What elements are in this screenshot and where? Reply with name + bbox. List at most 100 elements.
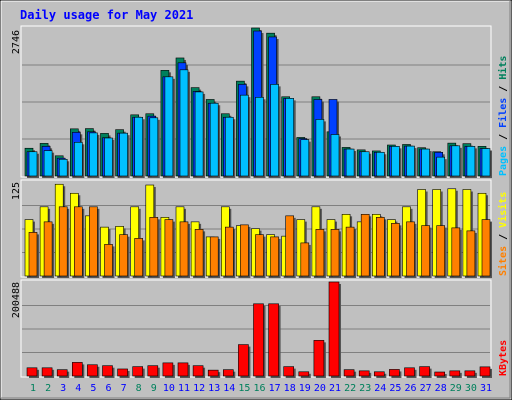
kbytes-bar xyxy=(404,367,415,377)
x-tick-label: 17 xyxy=(269,383,281,394)
x-tick-label: 4 xyxy=(75,383,81,394)
pages-bar xyxy=(209,102,219,177)
x-tick-label: 27 xyxy=(420,383,432,394)
pages-bar xyxy=(436,156,446,177)
sites-bar xyxy=(28,232,38,277)
sites-bar xyxy=(466,230,476,277)
x-tick-label: 8 xyxy=(136,383,142,394)
kbytes-bar xyxy=(358,370,370,377)
sites-bar xyxy=(345,226,355,277)
sites-bar xyxy=(225,226,234,277)
pages-bar xyxy=(74,142,83,177)
sites-bar xyxy=(421,225,430,277)
sites-bar xyxy=(300,242,310,277)
pages-bar xyxy=(300,139,310,177)
visits-legend: Sites / Visits xyxy=(497,192,509,276)
kbytes-bar xyxy=(223,369,234,377)
x-tick-label: 24 xyxy=(374,383,386,394)
x-tick-label: 9 xyxy=(151,383,157,394)
pages-bar xyxy=(360,151,370,177)
sites-bar xyxy=(194,229,204,277)
chart-title: Daily usage for May 2021 xyxy=(20,8,193,22)
sites-bar xyxy=(43,221,53,277)
sites-bar xyxy=(375,217,385,277)
pages-bar xyxy=(225,116,234,177)
sites-bar xyxy=(360,214,370,277)
kbytes-bar xyxy=(283,366,295,377)
sites-bar xyxy=(179,221,189,277)
kbytes-legend: KBytes xyxy=(498,340,509,376)
x-tick-label: 31 xyxy=(480,383,492,394)
kbytes-bar xyxy=(449,370,461,377)
pages-bar xyxy=(285,98,295,177)
sites-bar xyxy=(255,234,264,277)
pages-bar xyxy=(391,146,400,177)
kbytes-bar xyxy=(87,364,98,377)
pages-bar xyxy=(134,116,143,177)
x-tick-label: 18 xyxy=(284,383,296,394)
kbytes-bar xyxy=(328,281,340,377)
sites-bar xyxy=(285,215,295,277)
kbytes-bar xyxy=(313,340,325,377)
x-tick-label: 20 xyxy=(314,383,326,394)
sites-bar xyxy=(315,229,325,277)
sites-bar xyxy=(391,223,400,277)
pages-bar xyxy=(89,132,98,177)
hits-axis-max: 2746 xyxy=(11,30,22,54)
sites-bar xyxy=(58,206,68,277)
kbytes-bar xyxy=(147,365,159,377)
pages-bar xyxy=(481,148,491,177)
sites-bar xyxy=(104,244,113,277)
kbytes-bar xyxy=(56,369,68,377)
sites-bar xyxy=(89,206,98,277)
pages-bar xyxy=(255,97,264,177)
kbytes-bar xyxy=(464,370,476,377)
x-tick-label: 28 xyxy=(435,383,447,394)
pages-bar xyxy=(270,84,279,177)
sites-bar xyxy=(451,227,461,277)
pages-bar xyxy=(43,150,53,177)
kbytes-bar xyxy=(434,371,446,377)
pages-bar xyxy=(58,158,68,177)
sites-bar xyxy=(149,217,159,277)
x-tick-label: 12 xyxy=(193,383,205,394)
sites-bar xyxy=(406,221,415,277)
kbytes-bar xyxy=(268,303,279,377)
x-tick-label: 26 xyxy=(404,383,416,394)
x-tick-label: 10 xyxy=(163,383,175,394)
kbytes-bar xyxy=(343,369,355,377)
x-tick-label: 25 xyxy=(389,383,401,394)
kbytes-bar xyxy=(419,366,430,377)
x-tick-label: 13 xyxy=(208,383,220,394)
x-tick-label: 30 xyxy=(465,383,477,394)
x-tick-label: 11 xyxy=(178,383,190,394)
kbytes-bar xyxy=(298,371,310,377)
sites-bar xyxy=(240,224,249,277)
pages-bar xyxy=(451,145,461,177)
sites-bar xyxy=(134,238,143,277)
kbytes-bar xyxy=(253,303,264,377)
sites-bar xyxy=(209,236,219,277)
pages-bar xyxy=(28,151,38,177)
x-tick-label: 3 xyxy=(60,383,66,394)
sites-bar xyxy=(330,229,340,277)
pages-bar xyxy=(149,117,159,177)
kbytes-bar xyxy=(132,366,143,377)
pages-bar xyxy=(104,137,113,177)
kbytes-bar xyxy=(238,344,249,377)
kbytes-bar xyxy=(389,369,400,377)
x-tick-label: 15 xyxy=(238,383,250,394)
pages-bar xyxy=(406,145,415,177)
pages-bar xyxy=(194,91,204,177)
x-tick-label: 22 xyxy=(344,383,356,394)
x-tick-label: 21 xyxy=(329,383,341,394)
pages-bar xyxy=(164,76,174,177)
kbytes-bar xyxy=(479,366,491,377)
x-tick-label: 1 xyxy=(30,383,36,394)
kbytes-bar xyxy=(177,362,189,377)
pages-bar xyxy=(345,148,355,177)
kbytes-bar xyxy=(192,365,204,377)
x-tick-label: 19 xyxy=(299,383,311,394)
x-tick-label: 2 xyxy=(45,383,51,394)
